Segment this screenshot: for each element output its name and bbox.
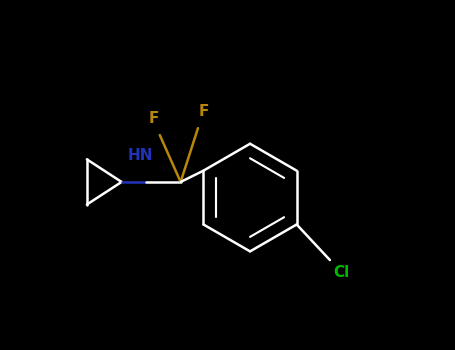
Text: Cl: Cl (334, 265, 349, 280)
Text: HN: HN (128, 148, 153, 163)
Text: F: F (148, 111, 159, 126)
Text: F: F (199, 104, 209, 119)
